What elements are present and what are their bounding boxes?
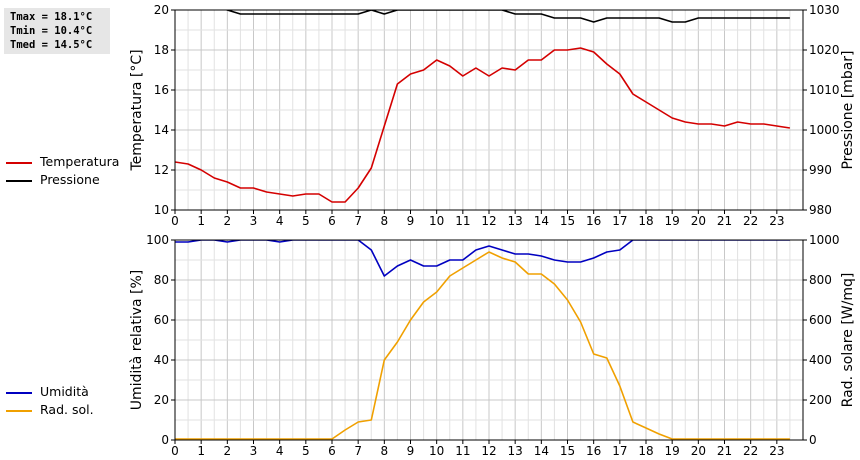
top-x-tick-label: 2 — [224, 214, 232, 228]
top-series-1 — [224, 10, 790, 23]
bottom-x-tick-label: 1 — [197, 444, 205, 458]
bottom-y2-tick-label: 600 — [809, 313, 832, 327]
top-y2-tick-label: 1030 — [809, 3, 840, 17]
bottom-x-tick-label: 13 — [508, 444, 523, 458]
bottom-x-tick-label: 0 — [171, 444, 179, 458]
top-series-0 — [175, 47, 791, 203]
legend-umidita-label: Umidità — [40, 384, 89, 399]
legend-temperatura-label: Temperatura — [40, 154, 120, 169]
top-x-tick-label: 18 — [638, 214, 653, 228]
top-y-tick-label: 12 — [154, 163, 169, 177]
top-x-tick-label: 9 — [407, 214, 415, 228]
top-y-tick-label: 16 — [154, 83, 169, 97]
bottom-y2-tick-label: 0 — [809, 433, 817, 447]
top-x-tick-label: 12 — [481, 214, 496, 228]
bottom-panel: 0 1 2 3 4 5 6 7 8 9 10 11 12 13 14 15 16 17 18 19 20 21 22 2302… — [129, 233, 856, 458]
bottom-x-tick-label: 16 — [586, 444, 601, 458]
top-y2-tick-label: 980 — [809, 203, 832, 217]
bottom-x-tick-label: 12 — [481, 444, 496, 458]
top-x-tick-label: 7 — [354, 214, 362, 228]
top-x-tick-label: 10 — [429, 214, 444, 228]
top-y2-axis-title: Pressione [mbar] — [840, 50, 856, 169]
bottom-y-tick-label: 40 — [154, 353, 169, 367]
legend-umidita-swatch — [6, 391, 32, 394]
top-x-tick-label: 16 — [586, 214, 601, 228]
tmed-text: Tmed = 14.5°C — [10, 39, 93, 51]
bottom-series-0 — [175, 240, 790, 277]
top-x-tick-label: 6 — [328, 214, 336, 228]
bottom-x-tick-label: 23 — [769, 444, 784, 458]
legend-radsol-label: Rad. sol. — [40, 402, 94, 417]
bottom-x-tick-label: 2 — [224, 444, 232, 458]
top-x-tick-label: 0 — [171, 214, 179, 228]
top-x-tick-label: 5 — [302, 214, 310, 228]
legend-umidita: Umidità — [6, 384, 89, 399]
legend-radsol: Rad. sol. — [6, 402, 94, 417]
bottom-y-tick-label: 20 — [154, 393, 169, 407]
top-y2-tick-label: 1000 — [809, 123, 840, 137]
legend-temperatura-swatch — [6, 161, 32, 164]
bottom-x-tick-label: 19 — [665, 444, 680, 458]
bottom-y-tick-label: 0 — [161, 433, 169, 447]
legend-pressione-swatch — [6, 179, 32, 182]
bottom-y-tick-label: 60 — [154, 313, 169, 327]
top-x-tick-label: 4 — [276, 214, 284, 228]
top-y2-tick-label: 990 — [809, 163, 832, 177]
top-x-tick-label: 3 — [250, 214, 258, 228]
top-y2-tick-label: 1020 — [809, 43, 840, 57]
bottom-y2-tick-label: 1000 — [809, 233, 840, 247]
bottom-y2-tick-label: 200 — [809, 393, 832, 407]
legend-pressione: Pressione — [6, 172, 100, 187]
top-x-tick-label: 21 — [717, 214, 732, 228]
bottom-x-tick-label: 18 — [638, 444, 653, 458]
bottom-y-tick-label: 100 — [146, 233, 169, 247]
bottom-x-tick-label: 6 — [328, 444, 336, 458]
top-y-tick-label: 20 — [154, 3, 169, 17]
bottom-x-tick-label: 3 — [250, 444, 258, 458]
top-x-tick-label: 22 — [743, 214, 758, 228]
bottom-x-tick-label: 10 — [429, 444, 444, 458]
top-x-tick-label: 17 — [612, 214, 627, 228]
top-x-tick-label: 19 — [665, 214, 680, 228]
bottom-y-axis-title: Umidità relativa [%] — [129, 270, 145, 411]
bottom-x-tick-label: 21 — [717, 444, 732, 458]
top-panel: 0 1 2 3 4 5 6 7 8 9 10 11 12 13 14 15 16 17 18 19 20 21 22 2310… — [129, 3, 856, 228]
bottom-y2-tick-label: 400 — [809, 353, 832, 367]
bottom-x-tick-label: 8 — [381, 444, 389, 458]
tmin-text: Tmin = 10.4°C — [10, 25, 93, 37]
top-x-tick-label: 15 — [560, 214, 575, 228]
top-x-tick-label: 20 — [691, 214, 706, 228]
legend-temperatura: Temperatura — [6, 154, 119, 169]
stats-box: Tmax = 18.1°C Tmin = 10.4°C Tmed = 14.5°… — [4, 8, 110, 54]
bottom-x-tick-label: 22 — [743, 444, 758, 458]
bottom-x-tick-label: 4 — [276, 444, 284, 458]
bottom-y-tick-label: 80 — [154, 273, 169, 287]
top-y-tick-label: 10 — [154, 203, 169, 217]
top-x-tick-label: 1 — [197, 214, 205, 228]
bottom-x-tick-label: 7 — [354, 444, 362, 458]
bottom-x-tick-label: 20 — [691, 444, 706, 458]
top-x-tick-label: 13 — [508, 214, 523, 228]
bottom-x-tick-label: 9 — [407, 444, 415, 458]
bottom-x-tick-label: 5 — [302, 444, 310, 458]
legend-pressione-label: Pressione — [40, 172, 100, 187]
bottom-x-tick-label: 17 — [612, 444, 627, 458]
legend-radsol-swatch — [6, 409, 32, 412]
top-y-tick-label: 18 — [154, 43, 169, 57]
bottom-x-tick-label: 14 — [534, 444, 549, 458]
top-y2-tick-label: 1010 — [809, 83, 840, 97]
top-x-tick-label: 23 — [769, 214, 784, 228]
bottom-x-tick-label: 11 — [455, 444, 470, 458]
bottom-x-tick-label: 15 — [560, 444, 575, 458]
top-x-tick-label: 14 — [534, 214, 549, 228]
bottom-series-1 — [175, 251, 790, 440]
tmax-text: Tmax = 18.1°C — [10, 11, 93, 23]
top-y-tick-label: 14 — [154, 123, 169, 137]
bottom-y2-tick-label: 800 — [809, 273, 832, 287]
top-y-axis-title: Temperatura [°C] — [129, 49, 145, 171]
bottom-y2-axis-title: Rad. solare [W/mq] — [840, 273, 856, 408]
top-x-tick-label: 11 — [455, 214, 470, 228]
top-x-tick-label: 8 — [381, 214, 389, 228]
